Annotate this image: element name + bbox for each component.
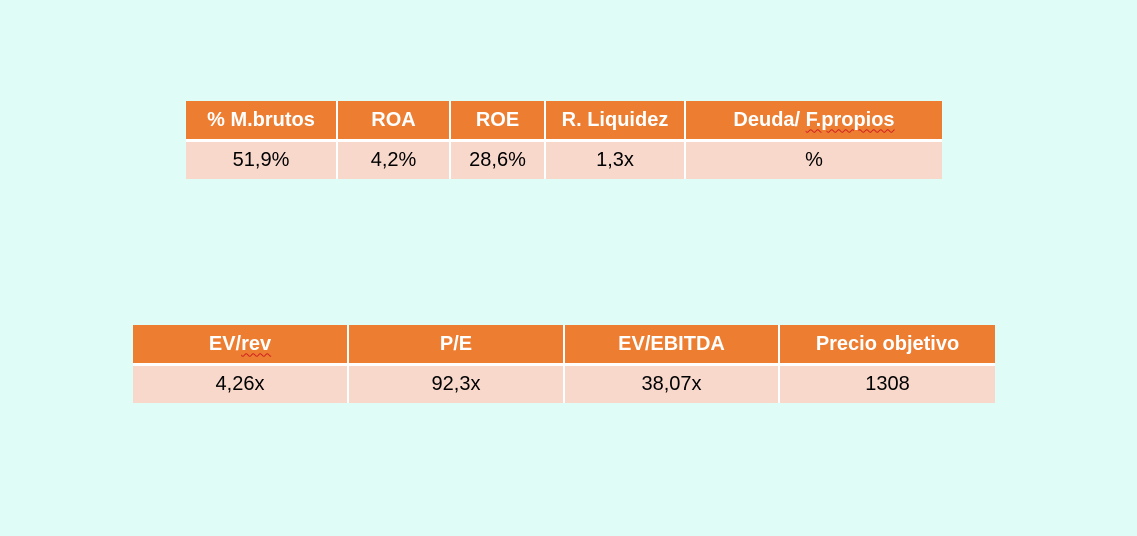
header-gross-margin: % M.brutos — [186, 101, 338, 142]
table-row: 51,9% 4,2% 28,6% 1,3x % — [186, 140, 942, 179]
financial-ratios-table: % M.brutos ROA ROE R. Liquidez Deuda/ F.… — [186, 101, 942, 179]
target-price-value: 1308 — [779, 364, 995, 403]
gross-margin-value: 51,9% — [186, 140, 338, 179]
ev-revenue-value: 4,26x — [133, 364, 349, 403]
pe-value: 92,3x — [348, 364, 565, 403]
header-target-price: Precio objetivo — [779, 325, 995, 366]
liquidity-ratio-value: 1,3x — [545, 140, 686, 179]
header-debt-label: Deuda/ — [733, 108, 806, 131]
valuation-multiples-table: EV/rev P/E EV/EBITDA Precio objetivo 4,2… — [133, 325, 995, 403]
table-header-row: % M.brutos ROA ROE R. Liquidez Deuda/ F.… — [186, 101, 942, 142]
header-liquidity-ratio: R. Liquidez — [545, 101, 686, 142]
ev-ebitda-value: 38,07x — [564, 364, 780, 403]
header-equity-label: F.propios — [805, 108, 895, 131]
header-ev-ebitda: EV/EBITDA — [564, 325, 780, 366]
header-rev-label: rev — [241, 332, 272, 355]
table-header-row: EV/rev P/E EV/EBITDA Precio objetivo — [133, 325, 995, 366]
header-ev-label: EV/ — [208, 332, 242, 355]
table-row: 4,26x 92,3x 38,07x 1308 — [133, 364, 995, 403]
debt-to-equity-value: % — [685, 140, 942, 179]
roe-value: 28,6% — [450, 140, 546, 179]
roa-value: 4,2% — [337, 140, 451, 179]
header-debt-to-equity: Deuda/ F.propios — [685, 101, 942, 142]
header-roa: ROA — [337, 101, 451, 142]
header-roe: ROE — [450, 101, 546, 142]
header-ev-revenue: EV/rev — [133, 325, 349, 366]
header-pe: P/E — [348, 325, 565, 366]
